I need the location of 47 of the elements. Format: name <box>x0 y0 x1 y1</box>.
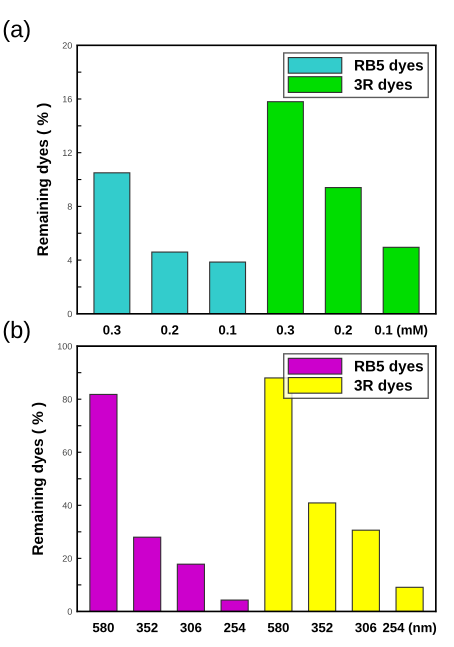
bar <box>176 564 206 612</box>
x-tick-label: 0.3 <box>103 325 121 335</box>
legend-label: 3R dyes <box>354 78 412 93</box>
x-tick-label: 580 <box>268 622 289 632</box>
x-tick-label: 0.1 <box>218 325 236 335</box>
x-tick-label: 254 (nm) <box>382 622 436 635</box>
y-tick-label: 12 <box>62 150 72 156</box>
chart-title: (b) <box>4 320 30 343</box>
bar <box>266 101 304 314</box>
x-tick-label: 352 <box>136 622 158 632</box>
x-tick-label: 580 <box>92 622 114 632</box>
x-tick-label: 0.1 (mM) <box>374 324 428 338</box>
bar <box>220 599 249 612</box>
legend-label: RB5 dyes <box>355 360 423 375</box>
x-tick-label: 352 <box>311 622 333 632</box>
bar <box>89 394 118 612</box>
bar <box>151 251 188 314</box>
x-tick-label: 254 <box>224 622 246 632</box>
y-tick-label: 40 <box>62 502 72 509</box>
bar <box>395 586 424 612</box>
y-tick-label: 0 <box>68 608 72 615</box>
bar <box>382 246 420 314</box>
y-tick-label: 20 <box>62 555 72 562</box>
x-tick-label: 0.2 <box>161 325 178 335</box>
legend-label: 3R dyes <box>354 379 412 394</box>
chart-title: (a) <box>4 20 30 42</box>
y-tick-label: 16 <box>62 96 72 102</box>
y-tick-label: 0 <box>68 310 72 318</box>
y-tick-label: 8 <box>68 203 72 210</box>
x-tick-label: 0.2 <box>334 325 352 335</box>
y-tick-label: 80 <box>62 396 72 403</box>
y-tick-label: 60 <box>62 449 72 456</box>
bar <box>93 172 130 314</box>
y-tick-label: 20 <box>62 42 72 49</box>
bar <box>308 502 336 612</box>
bar <box>324 187 362 314</box>
y-tick-label: 100 <box>58 343 72 350</box>
y-axis-title: Remaining dyes ( % ) <box>36 103 52 256</box>
y-tick-label: 4 <box>68 257 72 264</box>
bar <box>209 262 246 314</box>
x-tick-label: 0.3 <box>276 325 294 335</box>
bar <box>133 536 162 612</box>
legend-label: RB5 dyes <box>355 59 423 74</box>
x-tick-label: 306 <box>355 622 376 632</box>
bar <box>352 530 380 612</box>
y-axis-title: Remaining dyes ( % ) <box>32 402 46 555</box>
x-tick-label: 306 <box>180 622 202 632</box>
